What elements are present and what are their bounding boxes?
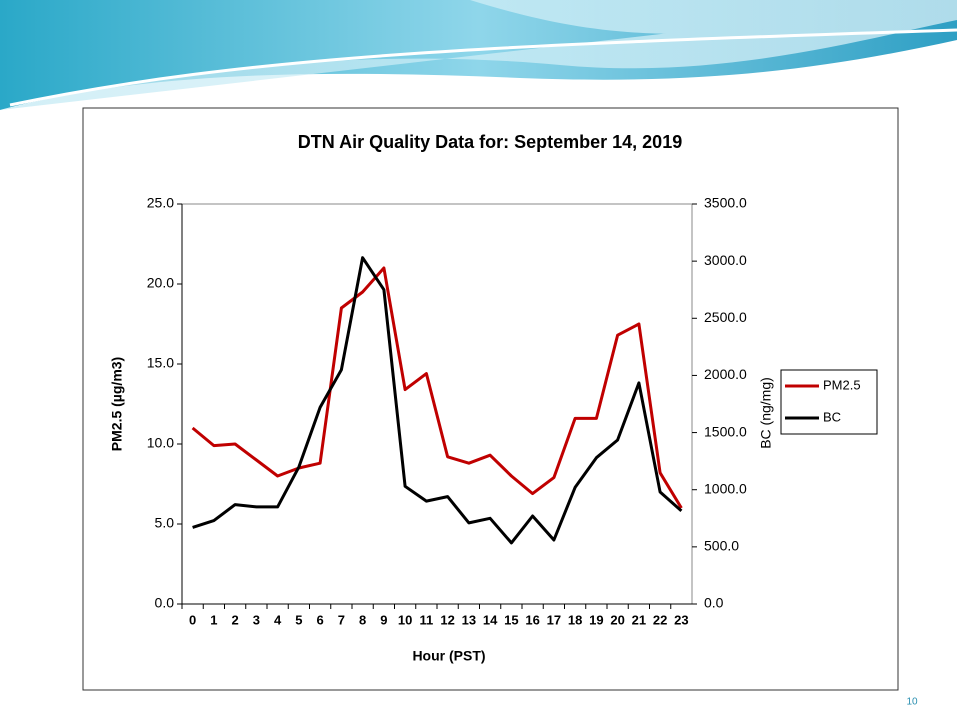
x-tick-label: 8	[359, 612, 366, 627]
x-tick-label: 14	[483, 612, 498, 627]
y2-tick-label: 3500.0	[704, 195, 747, 211]
x-tick-label: 22	[653, 612, 667, 627]
chart-title: DTN Air Quality Data for: September 14, …	[298, 132, 682, 152]
y2-tick-label: 0.0	[704, 595, 724, 611]
x-tick-label: 6	[317, 612, 324, 627]
y-tick-label: 5.0	[155, 515, 175, 531]
legend-label: PM2.5	[823, 377, 861, 392]
x-tick-label: 9	[380, 612, 387, 627]
y-tick-label: 25.0	[147, 195, 174, 211]
y-tick-label: 10.0	[147, 435, 174, 451]
y2-tick-label: 500.0	[704, 538, 739, 554]
y-tick-label: 20.0	[147, 275, 174, 291]
x-tick-label: 23	[674, 612, 688, 627]
y2-tick-label: 1000.0	[704, 480, 747, 496]
x-tick-label: 15	[504, 612, 518, 627]
x-tick-label: 1	[210, 612, 217, 627]
x-tick-label: 17	[547, 612, 561, 627]
chart-frame	[82, 107, 899, 691]
x-tick-label: 10	[398, 612, 412, 627]
x-tick-label: 2	[232, 612, 239, 627]
x-tick-label: 7	[338, 612, 345, 627]
y-axis-title: PM2.5 (µg/m3)	[109, 357, 125, 451]
x-tick-label: 12	[440, 612, 454, 627]
x-tick-label: 5	[295, 612, 302, 627]
x-tick-label: 19	[589, 612, 603, 627]
x-tick-label: 21	[632, 612, 646, 627]
y2-tick-label: 1500.0	[704, 423, 747, 439]
y2-tick-label: 2000.0	[704, 366, 747, 382]
y2-tick-label: 3000.0	[704, 252, 747, 268]
slide-number: 10	[906, 697, 918, 708]
x-tick-label: 13	[462, 612, 476, 627]
y-tick-label: 15.0	[147, 355, 174, 371]
x-tick-label: 0	[189, 612, 196, 627]
x-tick-label: 3	[253, 612, 260, 627]
series-line	[192, 256, 683, 545]
y2-tick-label: 2500.0	[704, 309, 747, 325]
series-line	[191, 266, 683, 509]
header-decoration	[0, 0, 957, 110]
x-tick-label: 11	[420, 612, 434, 627]
x-tick-label: 20	[610, 612, 624, 627]
x-tick-label: 4	[274, 612, 282, 627]
x-tick-label: 16	[525, 612, 539, 627]
x-axis-title: Hour (PST)	[412, 648, 485, 664]
y2-axis-title: BC (ng/mg)	[758, 377, 774, 449]
y-tick-label: 0.0	[155, 595, 175, 611]
x-tick-label: 18	[568, 612, 582, 627]
legend-label: BC	[823, 409, 841, 424]
legend-box	[780, 369, 878, 435]
